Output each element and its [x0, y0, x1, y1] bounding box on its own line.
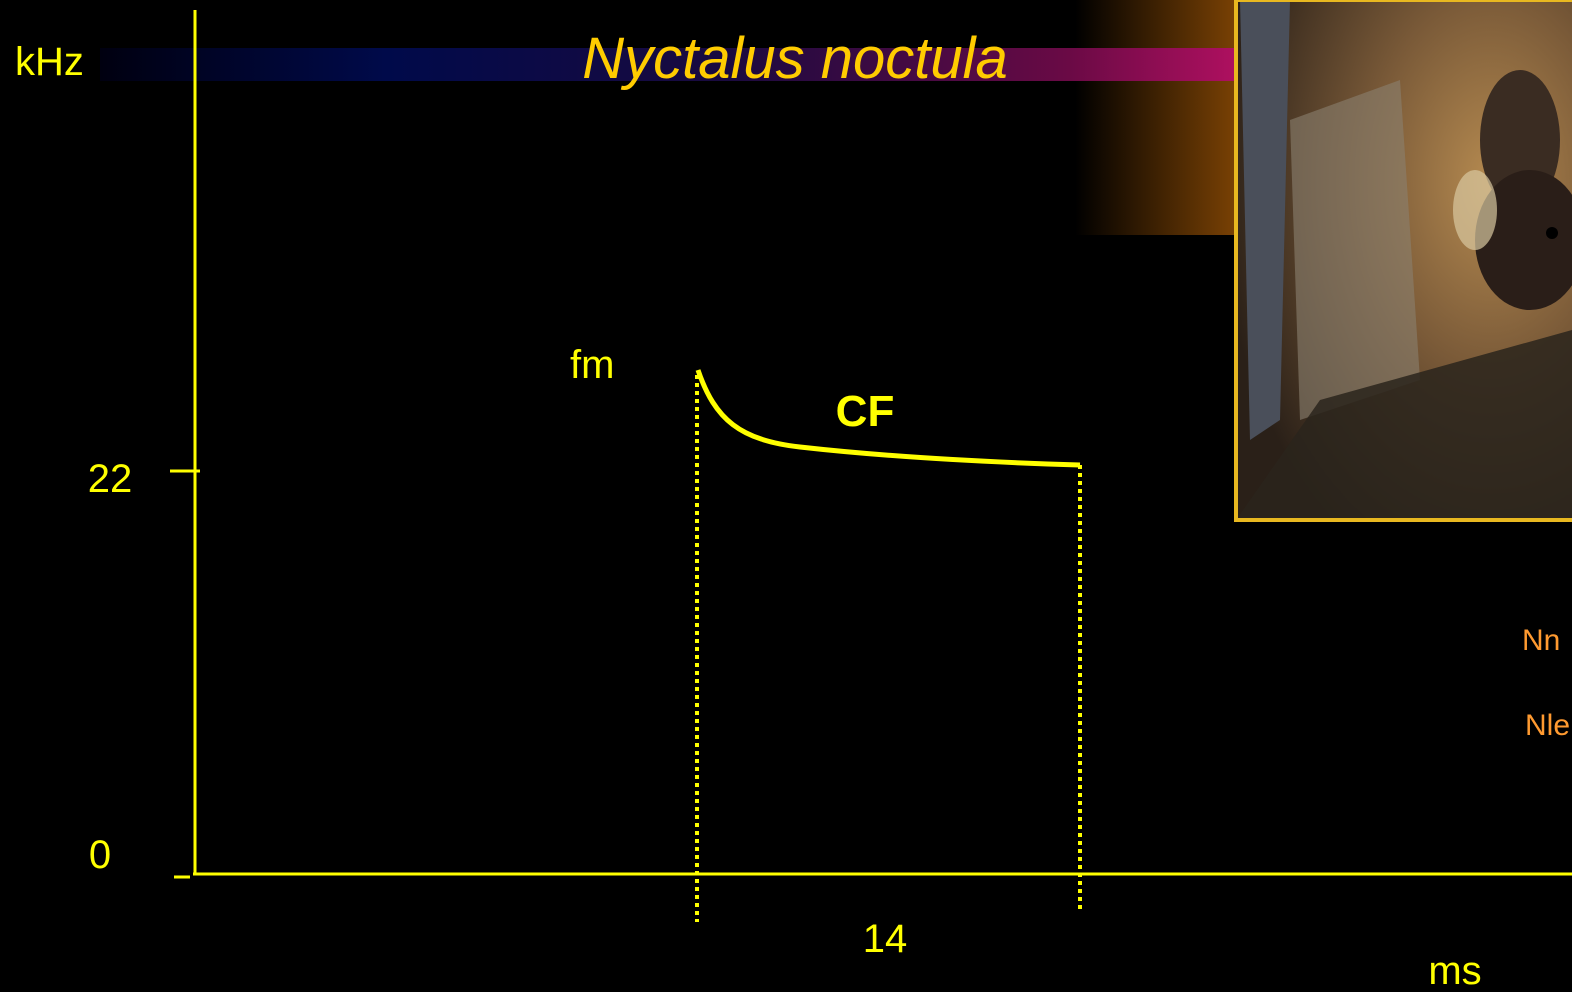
fm-label: fm [570, 343, 614, 387]
y-tick-label: 0 [89, 833, 111, 877]
y-axis-unit: kHz [15, 40, 84, 84]
duration-label: 14 [863, 917, 908, 961]
axes [170, 10, 1572, 879]
side-note: Nle [1525, 709, 1570, 742]
x-axis-unit: ms [1428, 949, 1481, 992]
y-tick-label: 22 [88, 457, 133, 501]
call-curve [695, 369, 1081, 468]
time-markers [695, 375, 1082, 922]
glow [1075, 0, 1240, 235]
cf-label: CF [836, 387, 895, 436]
side-note: Nn [1522, 624, 1560, 657]
bat-photo [1234, 0, 1572, 522]
title-band [100, 48, 1240, 81]
title: Nyctalus noctula [582, 26, 1008, 91]
